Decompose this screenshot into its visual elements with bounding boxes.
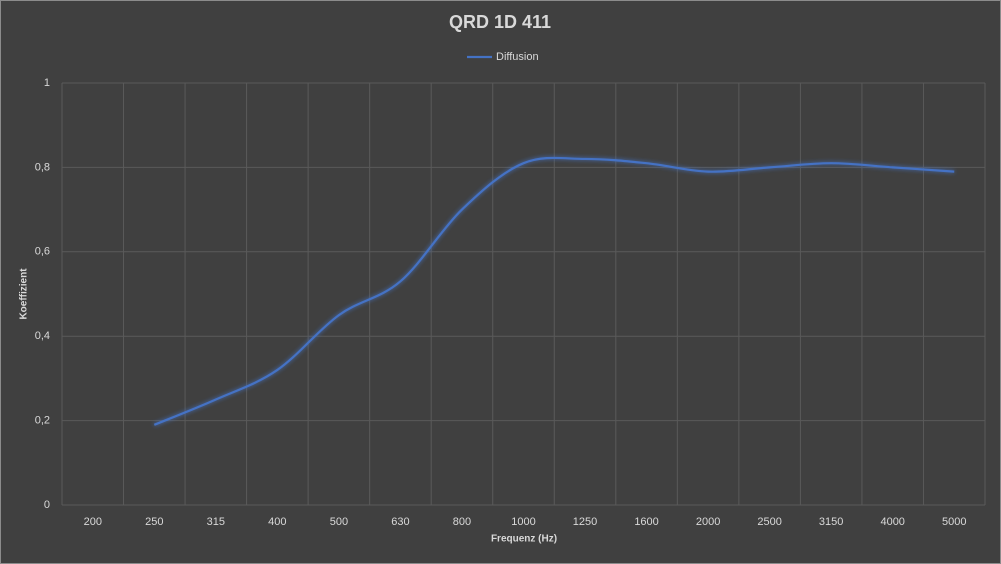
- x-tick-label: 315: [207, 516, 225, 528]
- y-tick-label: 0,2: [35, 415, 50, 427]
- x-tick-label: 3150: [819, 516, 843, 528]
- x-tick-label: 2500: [757, 516, 781, 528]
- x-tick-label: 4000: [880, 516, 904, 528]
- y-tick-label: 0: [44, 499, 50, 511]
- x-tick-label: 400: [268, 516, 286, 528]
- y-tick-label: 0,8: [35, 161, 50, 173]
- x-tick-label: 1250: [573, 516, 597, 528]
- x-tick-label: 2000: [696, 516, 720, 528]
- y-axis-title: Koeffizient: [19, 268, 30, 320]
- x-tick-label: 500: [330, 516, 348, 528]
- y-tick-label: 0,4: [35, 330, 50, 342]
- x-tick-label: 800: [453, 516, 471, 528]
- x-tick-label: 630: [391, 516, 409, 528]
- chart-title: QRD 1D 411: [449, 12, 551, 32]
- x-tick-label: 1600: [634, 516, 658, 528]
- y-tick-label: 0,6: [35, 246, 50, 258]
- data-line: [153, 156, 955, 426]
- x-tick-label: 5000: [942, 516, 966, 528]
- legend-label: Diffusion: [496, 51, 539, 63]
- x-axis-title: Frequenz (Hz): [491, 534, 557, 545]
- x-tick-label: 250: [145, 516, 163, 528]
- y-tick-label: 1: [44, 77, 50, 89]
- x-tick-label: 1000: [511, 516, 535, 528]
- x-tick-label: 200: [84, 516, 102, 528]
